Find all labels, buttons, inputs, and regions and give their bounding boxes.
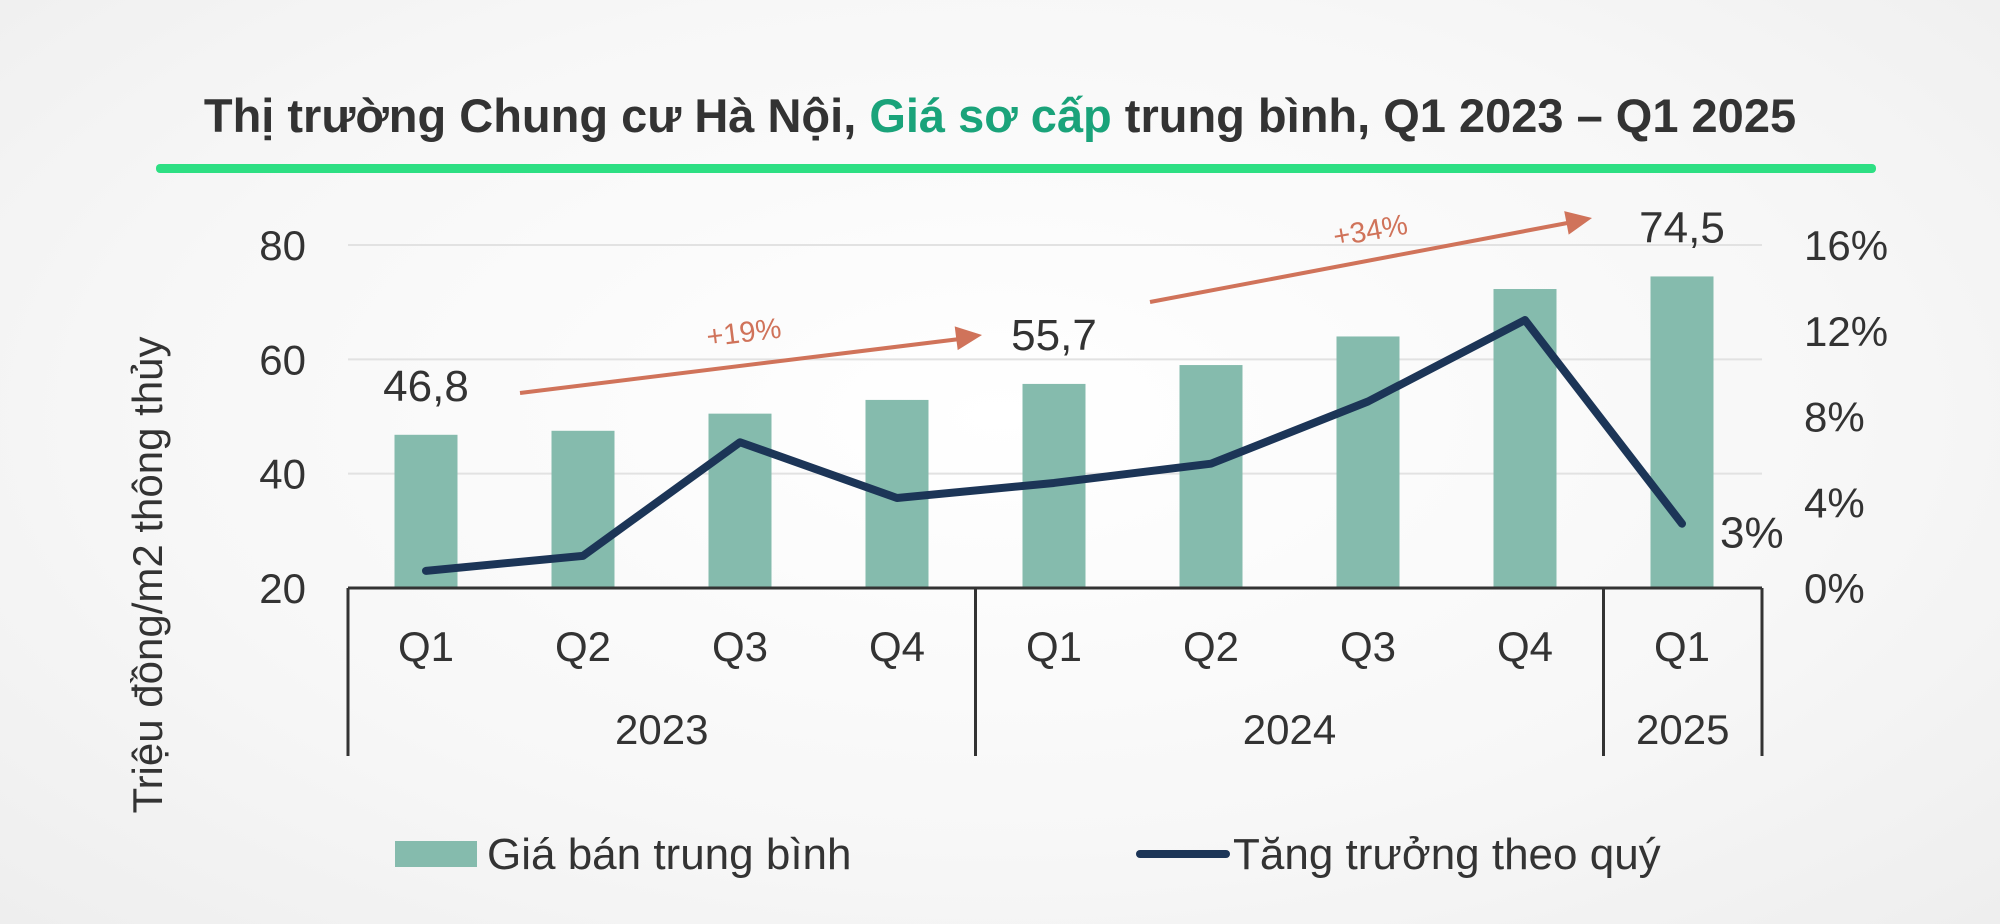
x-tick-label: Q2	[555, 623, 611, 670]
bar	[1650, 276, 1714, 588]
x-tick-label: Q3	[712, 623, 768, 670]
bar	[551, 430, 615, 588]
legend-swatch-bar	[395, 841, 477, 867]
growth-arrow	[519, 336, 969, 395]
x-group-label: 2023	[615, 706, 708, 753]
growth-annotations: +19% +34%	[519, 209, 1592, 395]
chart-title-highlight: Giá sơ cấp	[869, 89, 1111, 142]
line-series	[422, 316, 1686, 575]
x-tick-label: Q3	[1340, 623, 1396, 670]
chart-title: Thị trường Chung cư Hà Nội, Giá sơ cấp t…	[204, 89, 1796, 142]
y-left-tick-label: 80	[259, 222, 306, 269]
bar	[1493, 289, 1557, 588]
y-right-tick-label: 8%	[1804, 394, 1865, 441]
legend: Giá bán trung bình Tăng trưởng theo quý	[395, 830, 1661, 879]
category-labels: Q1 Q2 Q3 Q4 Q1 Q2 Q3 Q4 Q1 2023 2024 2025	[398, 623, 1729, 753]
growth-annotation-label: +34%	[1331, 209, 1410, 254]
chart-title-part3: trung bình, Q1 2023 – Q1 2025	[1112, 89, 1796, 142]
growth-arrowhead	[1564, 211, 1592, 235]
y-left-tick-label: 60	[259, 336, 306, 383]
growth-arrow	[1149, 219, 1579, 304]
bar-data-label: 46,8	[383, 362, 469, 411]
growth-line	[422, 316, 1686, 575]
x-tick-label: Q1	[1654, 623, 1710, 670]
chart-title-part1: Thị trường Chung cư Hà Nội,	[204, 89, 869, 142]
y-left-tick-label: 40	[259, 451, 306, 498]
y-axis-label: Triệu đồng/m2 thông thủy	[124, 336, 171, 813]
y-right-tick-label: 16%	[1804, 222, 1888, 269]
tick-labels: 20 40 60 80 0% 4% 8% 12% 16%	[259, 222, 1888, 612]
bar-data-label: 55,7	[1011, 311, 1097, 360]
bar	[1336, 336, 1400, 588]
line-data-label: 3%	[1720, 509, 1784, 558]
legend-label-line: Tăng trưởng theo quý	[1233, 830, 1661, 879]
bar-data-label: 74,5	[1639, 203, 1725, 252]
growth-annotation-label: +19%	[705, 313, 783, 354]
x-group-label: 2025	[1636, 706, 1729, 753]
y-right-tick-label: 4%	[1804, 479, 1865, 526]
axes	[346, 586, 1764, 756]
x-tick-label: Q4	[1497, 623, 1553, 670]
y-right-tick-label: 12%	[1804, 308, 1888, 355]
data-labels: 46,8 55,7 74,5 3%	[383, 203, 1783, 557]
y-right-tick-label: 0%	[1804, 565, 1865, 612]
legend-label-bar: Giá bán trung bình	[487, 830, 851, 879]
x-tick-label: Q1	[1026, 623, 1082, 670]
bar	[394, 434, 458, 588]
y-left-tick-label: 20	[259, 565, 306, 612]
x-tick-label: Q4	[869, 623, 925, 670]
growth-arrowhead	[954, 326, 982, 351]
x-tick-label: Q2	[1183, 623, 1239, 670]
x-group-label: 2024	[1243, 706, 1336, 753]
x-tick-label: Q1	[398, 623, 454, 670]
title-underline	[156, 164, 1876, 173]
bar	[1179, 365, 1243, 588]
